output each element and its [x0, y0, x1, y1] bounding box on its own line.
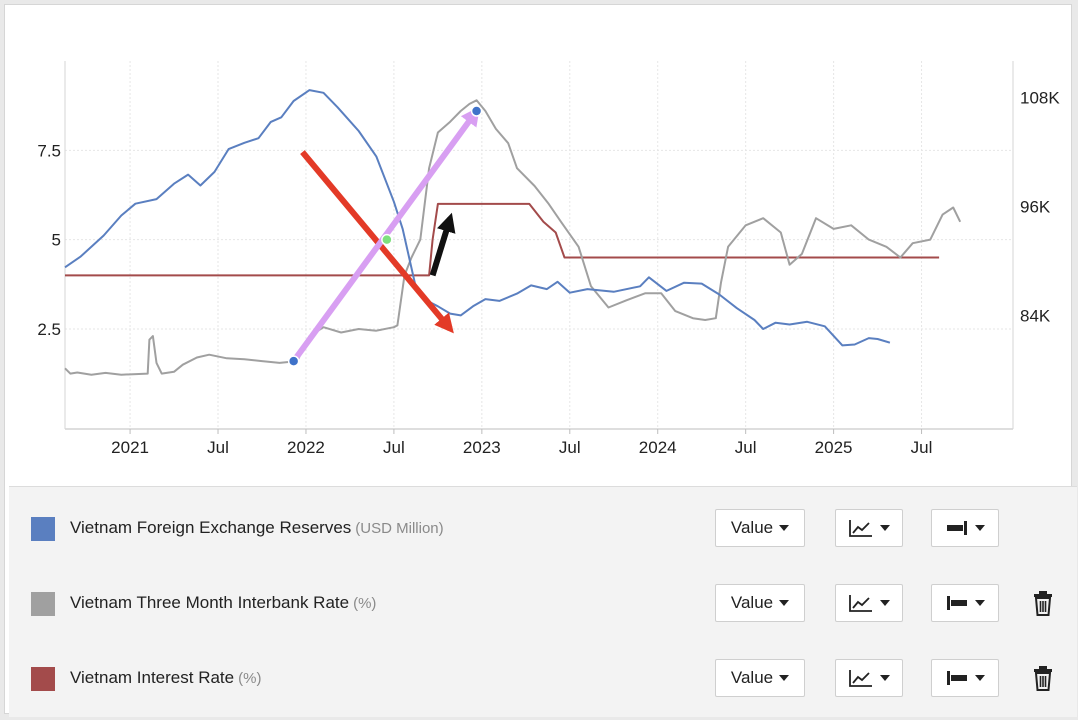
value-dropdown-button[interactable]: Value [715, 659, 805, 697]
series-name: Vietnam Foreign Exchange Reserves [70, 518, 352, 537]
value-dropdown-label: Value [730, 518, 774, 537]
legend-row: Vietnam Foreign Exchange Reserves (USD Mi… [9, 499, 1077, 559]
series-line-vietnam-three-month-interbank-rate [64, 99, 962, 376]
caret-down-icon [975, 600, 985, 606]
series-name-label: Vietnam Foreign Exchange Reserves (USD Mi… [70, 518, 444, 538]
axis-dropdown-button[interactable] [931, 509, 999, 547]
axis-right-icon [947, 521, 967, 535]
data-point-marker [470, 105, 483, 117]
series-line-vietnam-interest-rate [65, 202, 940, 277]
legend-row: Vietnam Three Month Interbank Rate (%) Val… [9, 574, 1077, 634]
series-name-label: Vietnam Interest Rate (%) [70, 668, 261, 688]
axis-dropdown-button[interactable] [931, 659, 999, 697]
caret-down-icon [779, 525, 790, 531]
y-right-tick-label: 96K [1020, 197, 1051, 216]
x-tick-label: 2025 [815, 438, 853, 457]
delete-series-button[interactable] [1031, 590, 1055, 616]
x-tick-label: 2021 [111, 438, 149, 457]
data-point-marker [287, 355, 300, 367]
x-tick-label: 2022 [287, 438, 325, 457]
chart-canvas: 2021 Jul 2022 Jul 2023 Jul 2024 Jul 2025 Jul 7.5 5 2… [37, 61, 1060, 457]
y-left-tick-label: 5 [52, 231, 61, 250]
chart-type-dropdown-button[interactable] [835, 584, 903, 622]
x-tick-label: 2024 [639, 438, 677, 457]
line-chart-icon [849, 595, 872, 612]
value-dropdown-button[interactable]: Value [715, 509, 805, 547]
x-tick-label: Jul [559, 438, 581, 457]
series-name: Vietnam Interest Rate [70, 668, 235, 687]
caret-down-icon [880, 525, 890, 531]
x-tick-label: Jul [911, 438, 933, 457]
x-tick-label: Jul [207, 438, 229, 457]
line-chart-icon [849, 520, 872, 537]
y-left-tick-label: 7.5 [37, 141, 61, 160]
chart-frame: 2021 Jul 2022 Jul 2023 Jul 2024 Jul 2025 Jul 7.5 5 2… [4, 4, 1077, 717]
series-color-swatch[interactable] [31, 667, 55, 691]
x-tick-label: Jul [383, 438, 405, 457]
annotation-arrow [300, 150, 454, 334]
legend-panel: Vietnam Foreign Exchange Reserves (USD Mi… [9, 486, 1077, 717]
value-dropdown-label: Value [730, 593, 774, 612]
value-dropdown-label: Value [730, 668, 774, 687]
caret-down-icon [779, 600, 790, 606]
trash-icon [1034, 666, 1052, 691]
y-right-tick-label: 84K [1020, 306, 1051, 325]
caret-down-icon [880, 600, 890, 606]
data-point-marker [381, 233, 393, 246]
annotation-arrow [429, 212, 456, 277]
y-right-tick-label: 108K [1020, 88, 1060, 107]
x-tick-label: 2023 [463, 438, 501, 457]
legend-row: Vietnam Interest Rate (%) Value [9, 649, 1077, 709]
series-name-label: Vietnam Three Month Interbank Rate (%) [70, 593, 376, 613]
chart-type-dropdown-button[interactable] [835, 509, 903, 547]
trash-icon [1034, 591, 1052, 616]
series-unit: (%) [353, 595, 377, 612]
series-color-swatch[interactable] [31, 592, 55, 616]
axis-left-icon [947, 671, 967, 685]
series-name: Vietnam Three Month Interbank Rate [70, 593, 350, 612]
y-left-tick-label: 2.5 [37, 320, 61, 339]
caret-down-icon [779, 675, 790, 681]
axis-left-icon [947, 596, 967, 610]
series-color-swatch[interactable] [31, 517, 55, 541]
series-line-vietnam-foreign-exchange-reserves [64, 89, 891, 347]
caret-down-icon [975, 675, 985, 681]
line-chart-icon [849, 670, 872, 687]
series-unit: (%) [238, 670, 262, 687]
chart-type-dropdown-button[interactable] [835, 659, 903, 697]
delete-series-button[interactable] [1031, 665, 1055, 691]
x-tick-label: Jul [735, 438, 757, 457]
series-unit: (USD Million) [355, 520, 444, 537]
value-dropdown-button[interactable]: Value [715, 584, 805, 622]
caret-down-icon [975, 525, 985, 531]
axis-dropdown-button[interactable] [931, 584, 999, 622]
caret-down-icon [880, 675, 890, 681]
